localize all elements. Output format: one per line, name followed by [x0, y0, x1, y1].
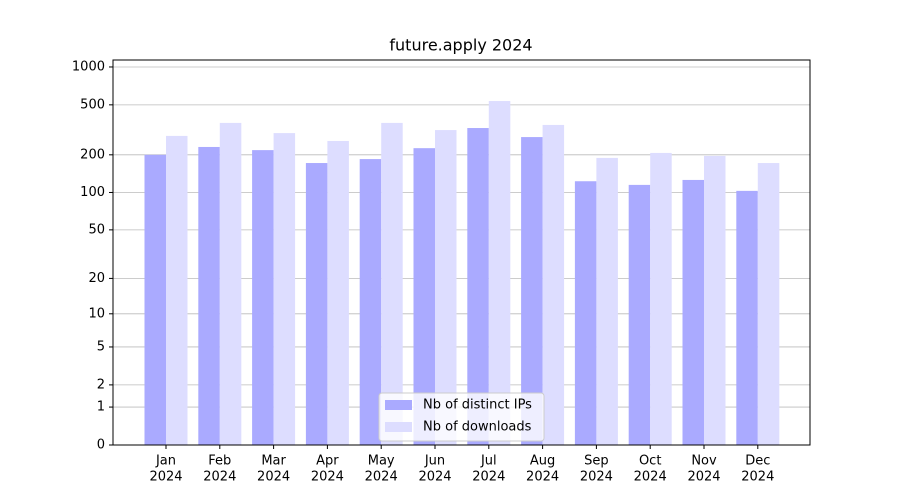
plot-area: 01251020501002005001000Jan2024Feb2024Mar… [72, 59, 810, 485]
bar [198, 146, 220, 445]
bar [381, 122, 403, 445]
bar [574, 181, 597, 445]
bar [435, 130, 457, 445]
y-tick-label: 10 [88, 306, 105, 321]
y-tick-label: 50 [88, 222, 105, 237]
x-tick-label: Mar [261, 454, 286, 469]
y-tick-label: 500 [80, 97, 105, 112]
legend-swatch [385, 422, 412, 432]
bar [704, 155, 726, 446]
bar [757, 163, 780, 446]
y-tick-label: 0 [97, 438, 105, 453]
y-tick-label: 100 [80, 185, 105, 200]
x-tick-label: 2024 [311, 470, 344, 485]
bar [650, 152, 672, 445]
x-tick-label: Feb [208, 454, 231, 469]
axes-frame [112, 59, 811, 446]
x-tick-label: 2024 [203, 470, 236, 485]
y-tick-label: 5 [97, 339, 105, 354]
x-tick-label: 2024 [580, 470, 613, 485]
bar [273, 133, 296, 445]
x-tick-label: 2024 [418, 470, 451, 485]
x-tick-label: 2024 [365, 470, 398, 485]
x-tick-label: Apr [316, 454, 339, 469]
y-tick-label: 1 [97, 400, 105, 415]
y-tick-label: 20 [88, 271, 105, 286]
bar [596, 157, 618, 445]
x-tick-label: 2024 [634, 470, 667, 485]
bar [467, 128, 489, 445]
bar [305, 163, 328, 446]
x-tick-label: Jul [480, 454, 497, 469]
x-tick-label: 2024 [149, 470, 182, 485]
x-tick-label: 2024 [257, 470, 290, 485]
x-tick-label: 2024 [526, 470, 559, 485]
bar [252, 150, 274, 445]
chart-title: future.apply 2024 [389, 36, 532, 55]
x-tick-label: Jan [155, 454, 176, 469]
x-tick-label: Oct [639, 454, 661, 469]
x-tick-label: Aug [530, 454, 555, 469]
bar [359, 159, 382, 445]
x-tick-label: 2024 [687, 470, 720, 485]
x-tick-label: Sep [584, 454, 609, 469]
legend-box [378, 392, 545, 442]
bar [413, 148, 435, 445]
x-tick-label: Nov [691, 454, 717, 469]
y-tick-label: 1000 [72, 59, 105, 74]
x-tick-label: May [368, 454, 395, 469]
x-tick-label: 2024 [472, 470, 505, 485]
bar [488, 101, 511, 446]
legend-label: Nb of downloads [423, 420, 532, 435]
bar [144, 154, 166, 445]
bar [736, 190, 758, 445]
x-tick-label: Jun [424, 454, 445, 469]
bar [682, 179, 704, 445]
x-tick-label: 2024 [741, 470, 774, 485]
bar [327, 140, 349, 445]
bar [219, 122, 242, 445]
x-tick-label: Dec [745, 454, 770, 469]
bar [521, 137, 543, 446]
bar [628, 184, 651, 445]
bar [166, 135, 188, 445]
y-tick-label: 200 [80, 147, 105, 162]
y-tick-label: 2 [97, 377, 105, 392]
legend-swatch [385, 400, 412, 410]
legend-label: Nb of distinct IPs [423, 398, 532, 413]
bar [542, 124, 565, 446]
